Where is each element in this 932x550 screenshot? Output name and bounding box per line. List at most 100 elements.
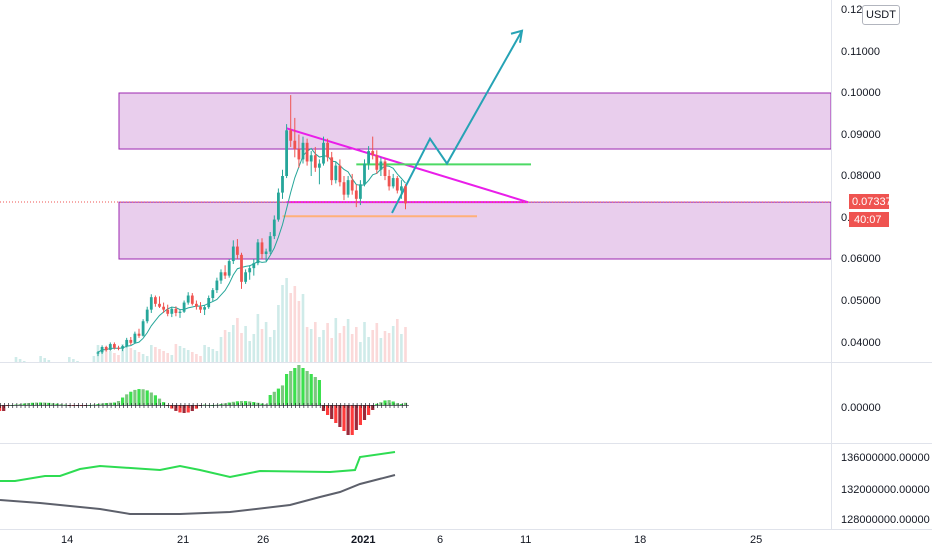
oscillator-bar [104, 403, 108, 405]
price-axis[interactable]: 0.12000 0.11000 0.10000 0.09000 0.08000 … [841, 4, 881, 349]
volume-bar [178, 346, 182, 362]
oscillator-cross: + [337, 401, 344, 410]
oscillator-bar [186, 405, 190, 413]
oscillator-cross: + [100, 401, 107, 410]
oscillator-cross: + [296, 401, 303, 410]
candle-body [227, 261, 231, 276]
date-tick: 25 [750, 534, 762, 546]
oscillator-bar [18, 404, 22, 406]
candle-body [371, 151, 375, 156]
oscillator-bar [100, 403, 104, 405]
oscillator-cross: + [190, 401, 197, 410]
volume-bar [322, 330, 325, 362]
oscillator-bar [399, 403, 403, 405]
oscillator-bar [256, 402, 260, 405]
current-price-tag: 0.07337 [849, 194, 892, 209]
oscillator-cross: + [288, 401, 295, 410]
oscillator-bar [362, 405, 367, 420]
volume-bar [182, 348, 186, 362]
oscillator-cross: + [161, 401, 168, 410]
candle-body [133, 333, 137, 343]
volume-bar [264, 322, 268, 362]
oscillator-bar [194, 405, 198, 409]
volume-bar [215, 351, 219, 362]
zone-rect [118, 92, 832, 150]
oscillator-bar [276, 388, 280, 405]
volume-bar [174, 344, 178, 362]
oscillator-cross: + [350, 401, 357, 410]
volume-bar [404, 327, 407, 362]
oscillator-cross: + [96, 401, 103, 410]
candle-body [199, 306, 202, 310]
oscillator-cross: + [309, 401, 316, 410]
oscillator-cross: + [317, 401, 324, 410]
oscillator-cross: + [38, 401, 45, 410]
oscillator-bar [317, 380, 321, 405]
oscillator-cross: + [186, 401, 193, 410]
candle-body [244, 272, 247, 282]
oscillator-bar [260, 403, 264, 405]
oscillator-cross: + [251, 401, 258, 410]
oscillator-cross: + [284, 401, 291, 410]
volume-bar [18, 359, 22, 362]
oscillator-cross: + [63, 401, 70, 410]
oscillator-bar [75, 405, 80, 406]
oscillator-bar [358, 405, 362, 425]
volume-bar [252, 334, 256, 362]
volume-bar [375, 323, 379, 362]
oscillator-bar [178, 405, 182, 413]
oscillator-bar [239, 401, 244, 405]
projection-path [391, 30, 523, 214]
oscillator-bar [313, 377, 317, 405]
candle-body [301, 142, 305, 160]
candle-body [113, 344, 116, 348]
candle-body [240, 254, 243, 282]
candle-body [395, 178, 399, 191]
volume-bar [305, 327, 309, 362]
volume-bar [363, 322, 366, 362]
oscillator-cross: + [239, 401, 246, 410]
oscillator-cross: + [75, 401, 82, 410]
oscillator-bar [39, 402, 43, 405]
volume-bars [14, 278, 407, 362]
volume-bar [219, 337, 223, 362]
oscillator-cross: + [128, 401, 135, 410]
oscillator-bar [280, 385, 285, 405]
candle-body [379, 161, 383, 170]
oscillator-bar [346, 405, 350, 435]
oscillator-cross: + [30, 401, 37, 410]
volume-bar [289, 293, 292, 362]
oscillator-cross: + [173, 401, 180, 410]
candle-body [268, 236, 272, 252]
volume-bar [170, 355, 174, 362]
volume-bar [137, 352, 141, 362]
candle-body [387, 176, 391, 187]
candle-body [346, 180, 350, 195]
volume-bar [211, 349, 215, 362]
volume-bar [391, 326, 395, 362]
volume-bar [100, 347, 104, 362]
candle-body [338, 165, 342, 183]
oscillator-cross: + [9, 401, 16, 410]
oscillator-bar [354, 405, 358, 430]
candle-body [305, 142, 309, 162]
oscillator-cross: + [108, 401, 115, 410]
oscillator-cross: + [342, 401, 349, 410]
oscillator-bar [67, 405, 71, 406]
oscillator-cross: + [194, 401, 201, 410]
oscillator-bar [108, 402, 112, 405]
volume-bar [260, 329, 264, 362]
currency-badge[interactable]: USDT [862, 5, 900, 25]
time-axis[interactable]: 14 21 26 2021 6 11 18 25 [61, 534, 762, 546]
volume-bar [383, 331, 387, 362]
volume-bar [400, 334, 403, 362]
oscillator-bar [162, 402, 166, 405]
oscillator-bar [55, 403, 59, 405]
volume-bar [350, 334, 354, 362]
candle-body [404, 186, 407, 204]
oscillator-bar [51, 403, 55, 405]
volume-bar [117, 355, 120, 362]
volume-bar [39, 356, 42, 362]
oscillator-cross: + [370, 401, 377, 410]
